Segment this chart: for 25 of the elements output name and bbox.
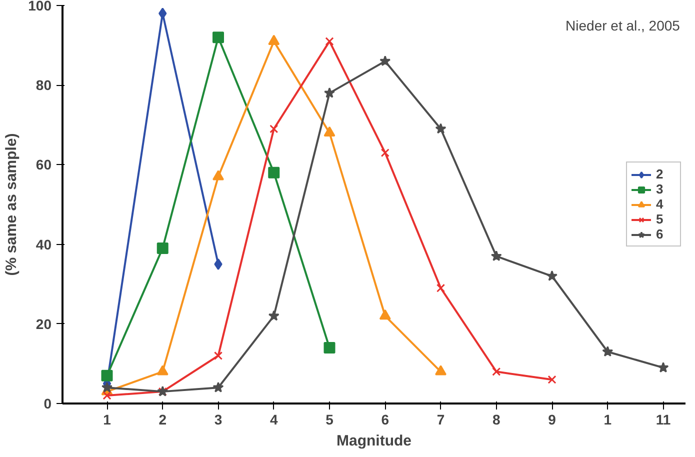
x-tick-label: 11 bbox=[656, 412, 671, 428]
x-tick-label: 7 bbox=[436, 412, 445, 428]
y-tick-label: 40 bbox=[36, 236, 52, 252]
legend-label: 5 bbox=[656, 212, 664, 226]
annotation: Nieder et al., 2005 bbox=[566, 17, 680, 34]
x-axis-title: Magnitude bbox=[336, 432, 412, 450]
x-tick-label: 8 bbox=[492, 412, 500, 428]
x-tick-label: 2 bbox=[158, 412, 167, 428]
y-tick-label: 20 bbox=[36, 316, 52, 332]
y-tick-label: 100 bbox=[28, 0, 52, 14]
y-tick-label: 0 bbox=[44, 396, 52, 412]
x-tick-label: 1 bbox=[103, 412, 112, 428]
x-tick-label: 9 bbox=[548, 412, 556, 428]
legend-label: 2 bbox=[656, 166, 664, 182]
legend-label: 6 bbox=[656, 226, 664, 242]
y-axis-title: (% same as sample) bbox=[3, 133, 20, 276]
x-tick-label: 3 bbox=[214, 412, 222, 428]
x-tick-label: 1 bbox=[604, 412, 612, 428]
y-tick-label: 60 bbox=[36, 156, 52, 173]
x-tick-label: 5 bbox=[326, 412, 334, 428]
y-tick-label: 80 bbox=[36, 77, 52, 94]
legend-label: 3 bbox=[656, 182, 664, 196]
x-tick-label: 4 bbox=[270, 412, 278, 428]
legend-label: 4 bbox=[656, 196, 664, 212]
x-tick-label: 6 bbox=[381, 412, 390, 428]
